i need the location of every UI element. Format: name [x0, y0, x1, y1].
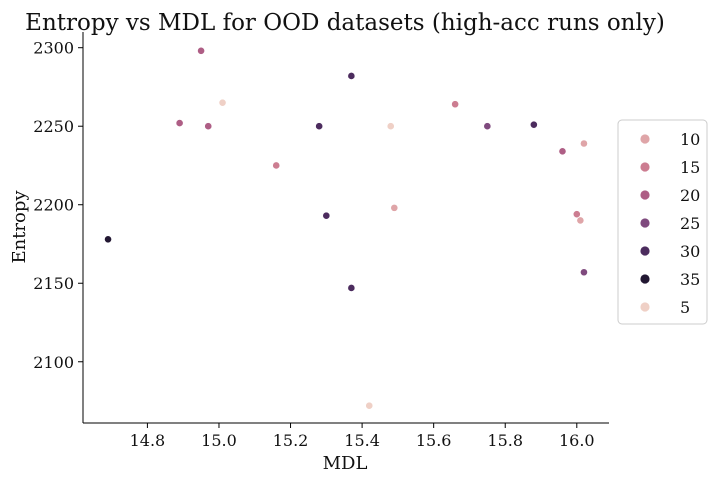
data-point	[558, 147, 567, 156]
chart-title: Entropy vs MDL for OOD datasets (high-ac…	[25, 10, 665, 36]
y-tick-label: 2300	[33, 39, 74, 58]
data-point	[347, 284, 356, 292]
legend-frame	[617, 119, 708, 325]
legend-items: 10 15 20 25 30 35 5	[640, 130, 700, 317]
x-tick-label: 14.8	[130, 431, 166, 450]
data-point	[315, 122, 324, 131]
data-point	[483, 122, 492, 131]
x-tick-label: 15.4	[344, 431, 380, 450]
x-tick-label: 15.0	[201, 431, 237, 450]
y-tick-label: 2200	[33, 196, 74, 215]
legend-marker	[640, 274, 650, 284]
data-point	[580, 268, 588, 277]
data-point	[175, 119, 184, 127]
data-point	[390, 203, 399, 212]
data-point	[272, 161, 281, 170]
data-point	[580, 139, 588, 148]
data-point	[104, 235, 112, 244]
legend-marker	[640, 218, 650, 228]
y-tick-label: 2100	[33, 353, 74, 372]
legend-marker	[640, 302, 650, 312]
x-axis-label: MDL	[323, 453, 368, 474]
data-point	[529, 120, 538, 129]
data-points	[104, 46, 588, 410]
legend-label: 10	[680, 130, 700, 149]
y-ticks: 2100 2150 2200 2250 2300	[33, 39, 83, 372]
y-tick-label: 2150	[33, 274, 74, 293]
x-ticks: 14.8 15.0 15.2 15.4 15.6 15.8 16.0	[130, 423, 595, 450]
legend-label: 5	[680, 298, 690, 317]
data-point	[197, 46, 205, 55]
data-point	[218, 98, 227, 107]
data-point	[572, 210, 581, 219]
data-point	[347, 72, 356, 80]
x-tick-label: 16.0	[559, 431, 595, 450]
data-point	[322, 211, 331, 220]
legend-marker	[640, 190, 650, 200]
data-point	[204, 122, 213, 131]
data-point	[576, 216, 585, 225]
legend-marker	[640, 162, 650, 172]
data-point	[451, 100, 460, 109]
y-axis-label: Entropy	[9, 190, 30, 264]
legend-label: 30	[680, 242, 700, 261]
legend-label: 35	[680, 270, 700, 289]
y-tick-label: 2250	[33, 117, 74, 136]
data-point	[386, 122, 395, 131]
x-tick-label: 15.6	[416, 431, 452, 450]
legend-label: 15	[680, 158, 700, 177]
x-tick-label: 15.2	[273, 431, 309, 450]
legend-label: 20	[680, 186, 700, 205]
plot-area: 14.8 15.0 15.2 15.4 15.6 15.8 16.0 2100 2150 220…	[33, 32, 609, 450]
x-tick-label: 15.8	[487, 431, 523, 450]
legend-marker	[640, 246, 650, 256]
legend-label: 25	[680, 214, 700, 233]
legend: 10 15 20 25 30 35 5	[617, 119, 708, 325]
data-point	[365, 401, 374, 410]
legend-marker	[640, 134, 650, 144]
